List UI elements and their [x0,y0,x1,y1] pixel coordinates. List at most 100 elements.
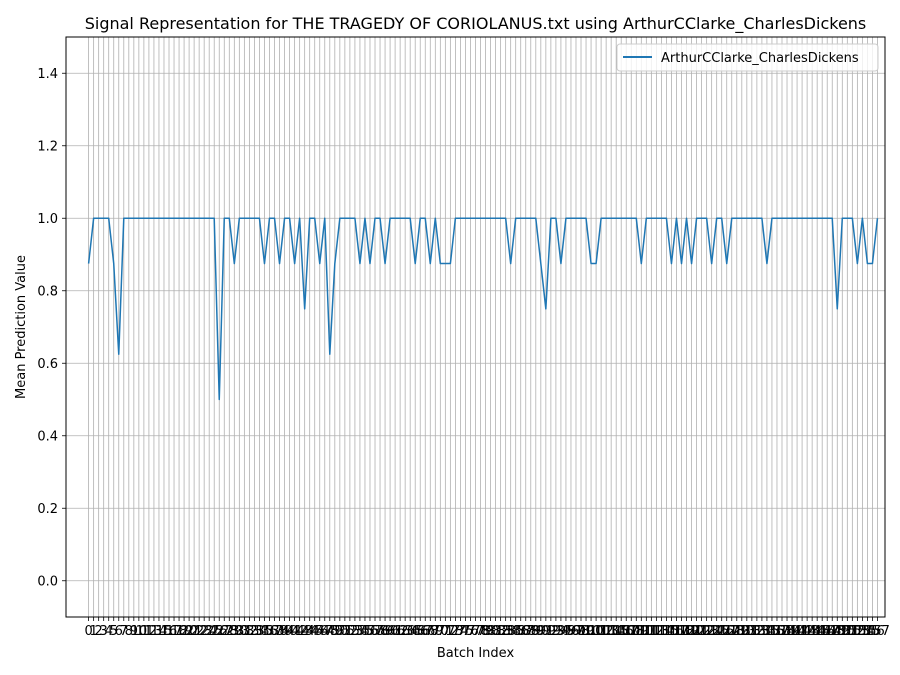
x-tick-label: 126 [709,624,734,639]
x-tick-label: 133 [744,624,769,639]
x-tick-label: 82 [492,624,509,639]
x-tick-label: 71 [437,624,454,639]
x-tick-label: 12 [141,624,158,639]
x-tick-label: 109 [624,624,649,639]
x-tick-label: 67 [417,624,434,639]
series-layer [87,217,879,401]
x-tick-label: 14 [151,624,168,639]
x-tick-label: 156 [860,624,885,639]
x-tick-label: 101 [584,624,609,639]
x-tick-label: 75 [457,624,474,639]
x-tick-label: 34 [251,624,268,639]
x-tick-label: 45 [306,624,323,639]
y-tick-label: 1.4 [37,67,58,82]
x-tick-label: 25 [206,624,223,639]
x-tick-label: 91 [538,624,555,639]
x-tick-label: 4 [105,624,113,639]
x-tick-label: 125 [704,624,729,639]
x-tick-label: 66 [412,624,429,639]
x-tick-label: 52 [342,624,359,639]
legend-box [616,43,879,72]
x-tick-label: 38 [271,624,288,639]
x-tick-label: 22 [191,624,208,639]
x-tick-label: 87 [517,624,534,639]
x-tick-label: 84 [502,624,519,639]
x-tick-label: 73 [447,624,464,639]
x-tick-label: 81 [487,624,504,639]
x-tick-label: 127 [714,624,739,639]
x-tick-label: 16 [161,624,178,639]
x-tick-label: 5 [110,624,118,639]
x-tick-label: 36 [261,624,278,639]
x-tick-label: 26 [211,624,228,639]
x-tick-label: 27 [216,624,233,639]
x-tick-label: 88 [522,624,539,639]
x-tick-label: 138 [770,624,795,639]
x-tick-label: 105 [604,624,629,639]
x-tick-label: 23 [196,624,213,639]
x-tick-label: 58 [372,624,389,639]
x-tick-label: 1 [89,624,97,639]
x-tick-label: 13 [146,624,163,639]
x-tick-label: 79 [477,624,494,639]
x-tick-label: 149 [825,624,850,639]
x-tick-label: 70 [432,624,449,639]
y-tick-label: 0.2 [37,502,58,517]
x-tick-label: 51 [337,624,354,639]
legend-entry: ArthurCClarke_CharlesDickens [661,51,859,66]
x-tick-label: 56 [362,624,379,639]
x-tick-label: 55 [357,624,374,639]
x-tick-label: 145 [805,624,830,639]
x-tick-label: 123 [694,624,719,639]
x-tick-label: 130 [729,624,754,639]
x-tick-label: 131 [734,624,759,639]
x-tick-label: 69 [427,624,444,639]
x-tick-label: 118 [669,624,694,639]
y-axis-label: Mean Prediction Value [14,255,29,399]
x-tick-label: 107 [614,624,639,639]
x-tick-label: 10 [131,624,148,639]
x-tick-label: 63 [397,624,414,639]
x-tick-label: 60 [382,624,399,639]
x-tick-label: 77 [467,624,484,639]
y-tick-label: 0.0 [37,574,58,589]
grid-lines [66,37,885,617]
x-tick-label: 30 [231,624,248,639]
x-tick-label: 80 [482,624,499,639]
x-tick-label: 78 [472,624,489,639]
x-tick-label: 21 [186,624,203,639]
x-tick-label: 146 [810,624,835,639]
x-tick-label: 124 [699,624,724,639]
x-tick-label: 49 [327,624,344,639]
x-tick-label: 151 [835,624,860,639]
x-tick-label: 89 [528,624,545,639]
x-tick-label: 35 [256,624,273,639]
x-tick-label: 85 [507,624,524,639]
x-tick-label: 46 [311,624,328,639]
x-tick-label: 129 [724,624,749,639]
y-tick-label: 0.6 [37,357,58,372]
x-tick-label: 99 [578,624,595,639]
x-tick-label: 7 [120,624,128,639]
x-tick-label: 153 [845,624,870,639]
x-tick-label: 155 [855,624,880,639]
x-tick-label: 3 [100,624,108,639]
x-tick-label: 114 [649,624,674,639]
x-tick-label: 41 [286,624,303,639]
x-tick-label: 29 [226,624,243,639]
x-tick-label: 120 [679,624,704,639]
x-tick-label: 83 [497,624,514,639]
x-tick-label: 143 [795,624,820,639]
x-tick-label: 8 [125,624,133,639]
x-tick-label: 2 [95,624,103,639]
x-tick-label: 140 [780,624,805,639]
x-tick-label: 53 [347,624,364,639]
x-tick-label: 72 [442,624,459,639]
x-tick-label: 152 [840,624,865,639]
x-tick-label: 9 [130,624,138,639]
x-tick-label: 54 [352,624,369,639]
y-tick-label: 0.8 [37,284,58,299]
x-tick-label: 144 [800,624,825,639]
chart-title: Signal Representation for THE TRAGEDY OF… [85,14,867,34]
